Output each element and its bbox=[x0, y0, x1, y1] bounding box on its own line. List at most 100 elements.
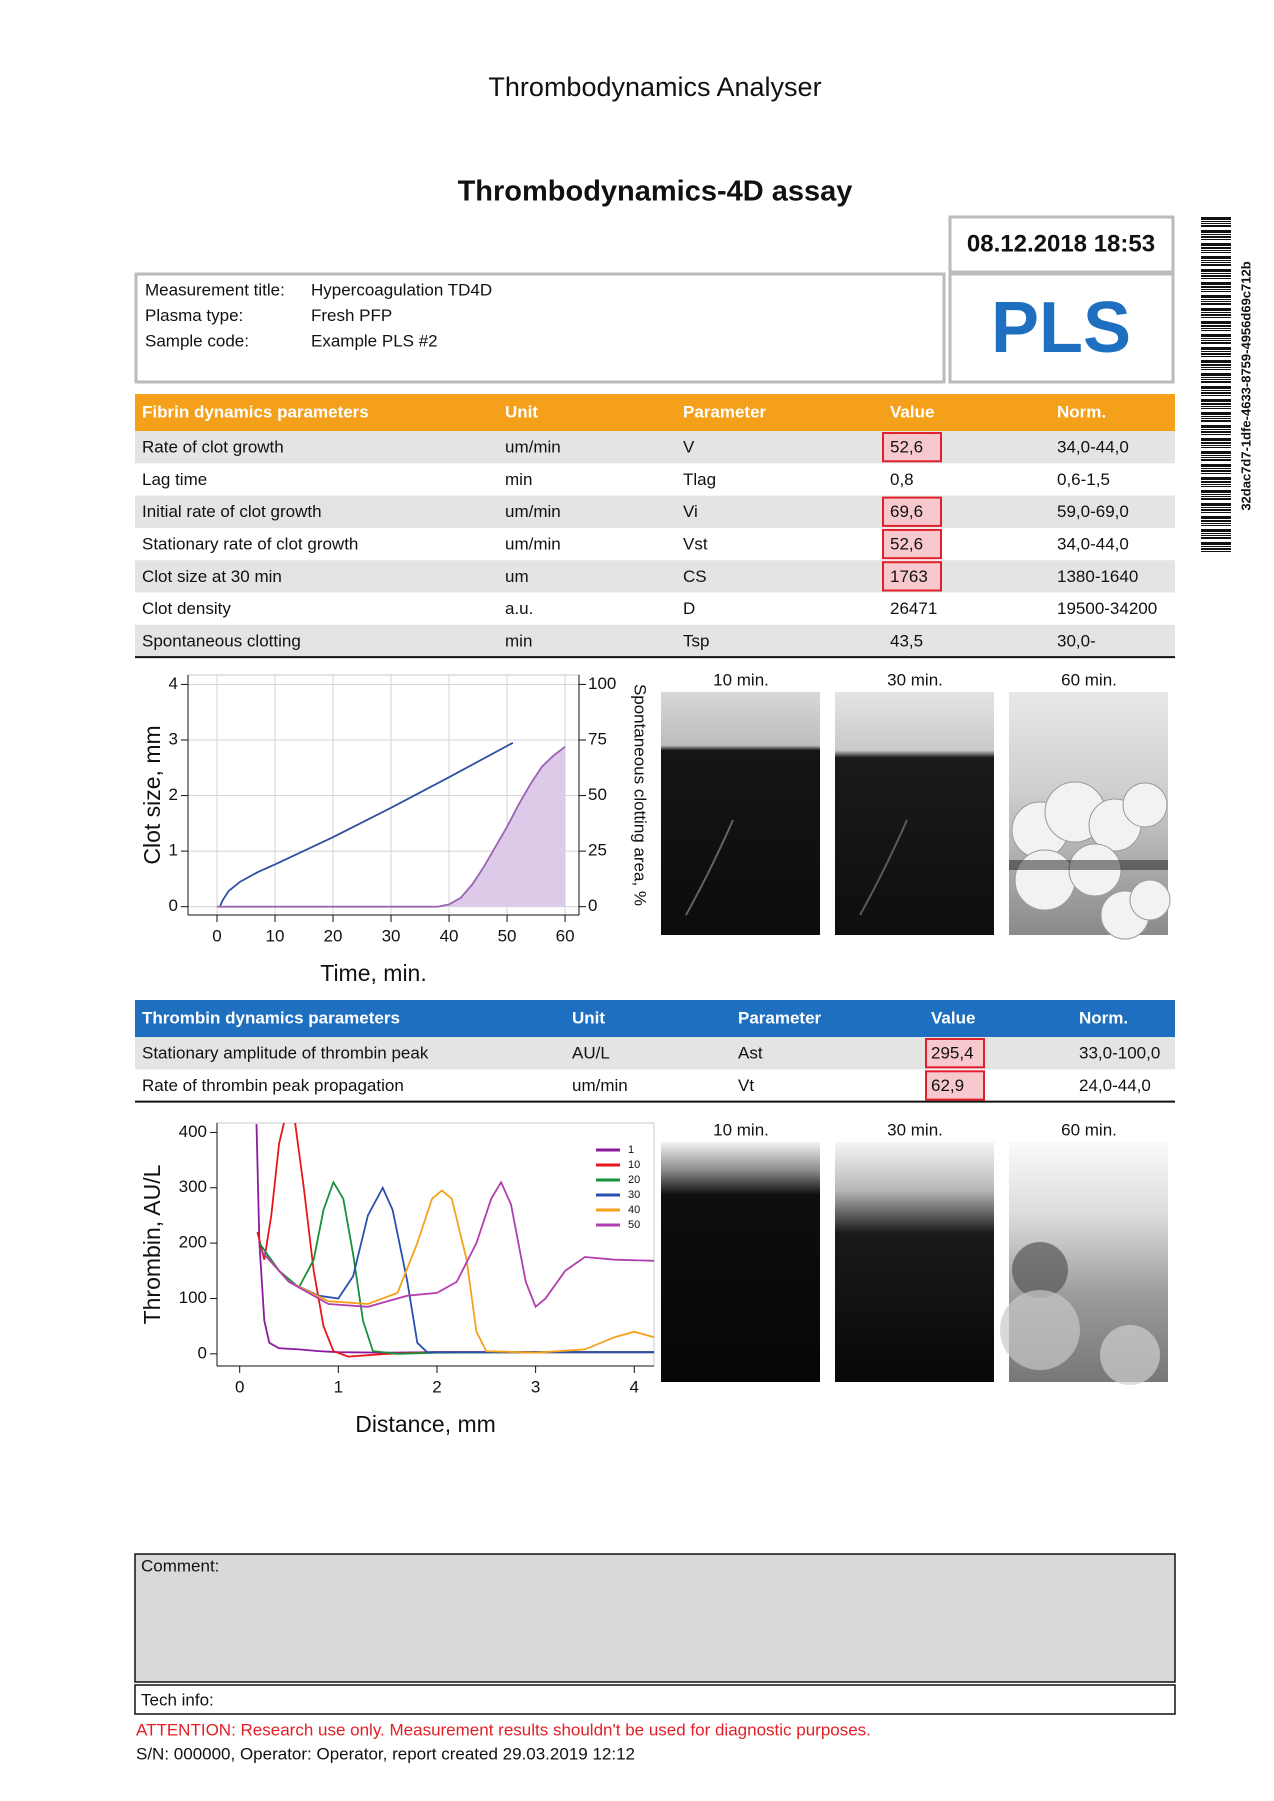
barcode-bar bbox=[1201, 551, 1231, 552]
x-axis-label: Distance, mm bbox=[355, 1411, 496, 1437]
table-cell: Lag time bbox=[142, 470, 207, 489]
barcode-bar bbox=[1201, 317, 1231, 318]
info-label: Plasma type: bbox=[145, 306, 243, 325]
table-cell: 30,0- bbox=[1057, 631, 1096, 650]
plot-series bbox=[217, 742, 566, 908]
barcode-bar bbox=[1201, 308, 1231, 311]
serial-info: S/N: 000000, Operator: Operator, report … bbox=[136, 1744, 635, 1763]
table-header-cell: Parameter bbox=[738, 1008, 822, 1027]
line bbox=[258, 1180, 654, 1309]
table-cell: min bbox=[505, 470, 532, 489]
tech-info-box bbox=[134, 1684, 1176, 1715]
table-cell: AU/L bbox=[572, 1044, 610, 1063]
table-header-cell: Thrombin dynamics parameters bbox=[142, 1008, 400, 1027]
barcode-bar bbox=[1201, 225, 1231, 227]
barcode-bar bbox=[1201, 328, 1231, 329]
barcode-bar bbox=[1201, 447, 1231, 448]
value-flag bbox=[882, 528, 942, 560]
table-cell: 1380-1640 bbox=[1057, 567, 1138, 586]
comment-label: Comment: bbox=[141, 1556, 219, 1575]
x-tick-label: 0 bbox=[212, 926, 221, 945]
value-flag bbox=[882, 561, 942, 592]
table-cell: Stationary rate of clot growth bbox=[142, 535, 358, 554]
barcode-bar bbox=[1201, 477, 1231, 480]
table-cell: 0,6-1,5 bbox=[1057, 470, 1110, 489]
table-row-bg bbox=[135, 495, 1175, 528]
barcode-bar bbox=[1201, 379, 1231, 380]
barcode-bar bbox=[1201, 269, 1231, 272]
barcode-bar bbox=[1201, 338, 1231, 339]
table-cell: um/min bbox=[505, 438, 561, 457]
info-box bbox=[134, 272, 946, 384]
barcode-bar bbox=[1201, 529, 1231, 532]
x-tick-label: 20 bbox=[324, 926, 343, 945]
barcode-bar bbox=[1201, 289, 1231, 290]
table-cell: 34,0-44,0 bbox=[1057, 438, 1129, 457]
barcode-bar bbox=[1201, 347, 1231, 350]
y-tick-label: 400 bbox=[179, 1122, 207, 1141]
date-box bbox=[948, 215, 1175, 274]
barcode-bar bbox=[1201, 434, 1231, 435]
table-cell: Vi bbox=[683, 502, 698, 521]
table-row-bg bbox=[135, 1037, 1175, 1070]
barcode-bar bbox=[1201, 221, 1231, 222]
x-tick-label: 4 bbox=[630, 1377, 639, 1396]
barcode-bar bbox=[1201, 367, 1231, 368]
image-detail bbox=[1122, 782, 1168, 828]
barcode-bar bbox=[1201, 520, 1231, 522]
image-detail bbox=[685, 819, 734, 916]
barcode-bar bbox=[1201, 445, 1231, 446]
table-cell: 62,9 bbox=[931, 1076, 964, 1095]
plot-area bbox=[216, 1122, 655, 1367]
barcode-bar bbox=[1201, 334, 1231, 337]
table-row-bg bbox=[135, 431, 1175, 464]
table-cell: 24,0-44,0 bbox=[1079, 1076, 1151, 1095]
y-axis-label: Clot size, mm bbox=[139, 725, 165, 864]
barcode-bar bbox=[1201, 295, 1231, 298]
barcode-bar bbox=[1201, 369, 1231, 370]
legend-label: 30 bbox=[628, 1189, 640, 1201]
barcode-bar bbox=[1201, 286, 1231, 288]
image bbox=[835, 692, 994, 935]
value-flag bbox=[925, 1070, 985, 1101]
legend-label: 20 bbox=[628, 1174, 640, 1186]
tech-info-label: Tech info: bbox=[141, 1690, 214, 1709]
y-tick-label: 0 bbox=[169, 896, 178, 915]
attention-note: ATTENTION: Research use only. Measuremen… bbox=[136, 1720, 871, 1739]
barcode-bar bbox=[1201, 464, 1231, 467]
table-cell: Vt bbox=[738, 1076, 754, 1095]
barcode-bar bbox=[1201, 373, 1231, 376]
table-cell: a.u. bbox=[505, 599, 533, 618]
barcode-bar bbox=[1201, 537, 1231, 539]
image bbox=[835, 1142, 994, 1382]
table-cell: 43,5 bbox=[890, 631, 923, 650]
legend-label: 1 bbox=[628, 1144, 634, 1156]
barcode-bar bbox=[1201, 282, 1231, 285]
table-cell: Ast bbox=[738, 1044, 763, 1063]
barcode-bar bbox=[1201, 236, 1231, 238]
barcode-bar bbox=[1201, 314, 1231, 316]
barcode-bar bbox=[1201, 523, 1231, 524]
barcode-bar bbox=[1201, 431, 1231, 433]
barcode-bar bbox=[1201, 486, 1231, 487]
table-cell: 69,6 bbox=[890, 502, 923, 521]
barcode-bar bbox=[1201, 533, 1231, 534]
table-cell: D bbox=[683, 599, 695, 618]
x-tick-label: 2 bbox=[432, 1377, 441, 1396]
barcode-bar bbox=[1201, 442, 1231, 444]
barcode-bar bbox=[1201, 299, 1231, 300]
image-label: 10 min. bbox=[713, 670, 769, 689]
barcode-bar bbox=[1201, 516, 1231, 519]
barcode-bar bbox=[1201, 535, 1231, 536]
barcode-bar bbox=[1201, 234, 1231, 235]
barcode-bar bbox=[1201, 262, 1231, 263]
line bbox=[219, 742, 514, 908]
image-label: 10 min. bbox=[713, 1120, 769, 1139]
barcode-bar bbox=[1201, 507, 1231, 508]
barcode-bar bbox=[1201, 360, 1231, 363]
report-title: Thrombodynamics Analyser bbox=[488, 72, 821, 102]
barcode-bar bbox=[1201, 260, 1231, 261]
barcode-bar bbox=[1201, 247, 1231, 249]
barcode-bar bbox=[1201, 351, 1231, 352]
table-header-cell: Parameter bbox=[683, 402, 767, 421]
